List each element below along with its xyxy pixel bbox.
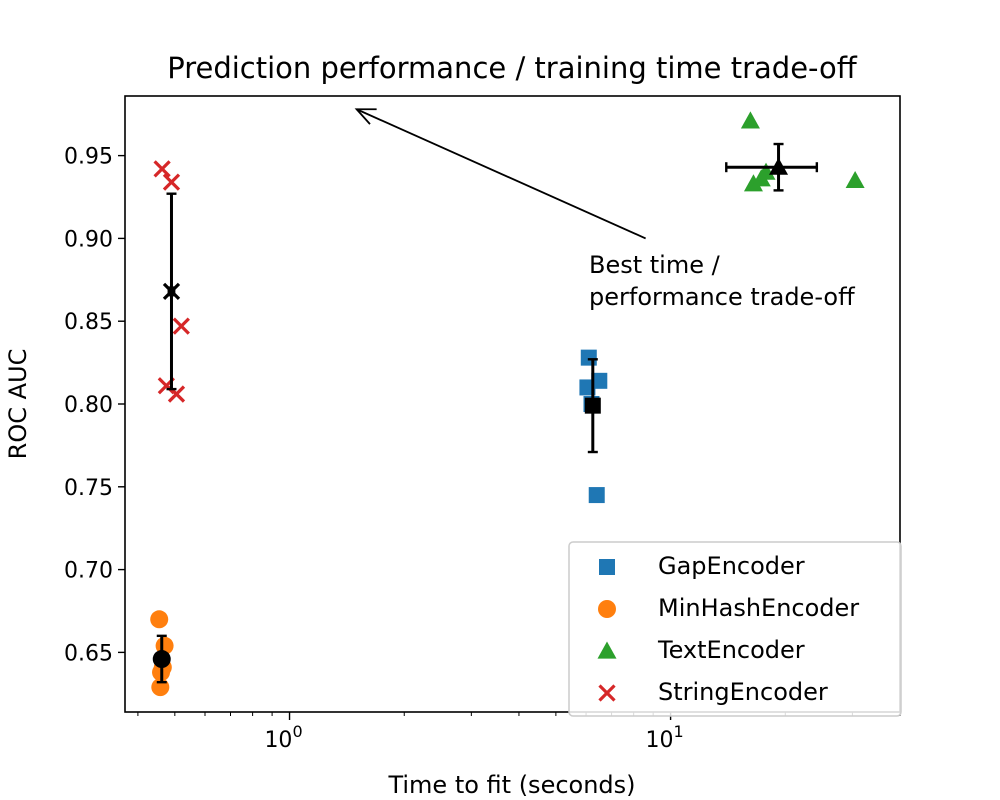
data-point (756, 162, 776, 180)
data-point (743, 174, 763, 192)
y-tick-label: 0.65 (64, 641, 113, 666)
legend-label: GapEncoder (658, 552, 805, 580)
y-tick-label: 0.80 (64, 393, 113, 418)
legend-box (568, 541, 902, 717)
annotation-arrow (356, 108, 646, 240)
annotation-text: performance trade-off (589, 283, 855, 311)
data-point (162, 173, 181, 191)
x-axis-label: Time to fit (seconds) (387, 771, 635, 799)
summary-point (769, 157, 789, 175)
legend-marker (598, 600, 616, 618)
data-point (172, 317, 190, 335)
data-point (588, 487, 605, 504)
legend-label: StringEncoder (658, 678, 828, 706)
data-point (150, 610, 169, 629)
x-tick-label: 100 (264, 722, 302, 753)
x-tick-label: 101 (645, 722, 683, 753)
legend-label: TextEncoder (657, 636, 805, 664)
y-tick-label: 0.95 (64, 145, 113, 170)
y-tick-label: 0.75 (64, 476, 113, 501)
plot-frame (124, 95, 901, 713)
summary-point (584, 397, 601, 414)
annotation-text: Best time / (589, 251, 721, 279)
y-tick-label: 0.85 (64, 310, 113, 335)
y-tick-label: 0.90 (64, 227, 113, 252)
legend-marker (598, 684, 616, 702)
legend-label: MinHashEncoder (658, 594, 859, 622)
chart-title: Prediction performance / training time t… (167, 51, 858, 85)
data-point (580, 349, 597, 366)
annotation-arrowhead (354, 108, 377, 125)
summary-point (152, 650, 171, 669)
y-axis-label: ROC AUC (4, 349, 32, 460)
data-point (845, 170, 865, 189)
data-point (740, 111, 760, 129)
summary-point (162, 282, 181, 301)
y-tick-label: 0.70 (64, 559, 113, 584)
legend-marker (597, 641, 617, 659)
legend-marker (599, 559, 615, 575)
data-point (153, 160, 171, 178)
